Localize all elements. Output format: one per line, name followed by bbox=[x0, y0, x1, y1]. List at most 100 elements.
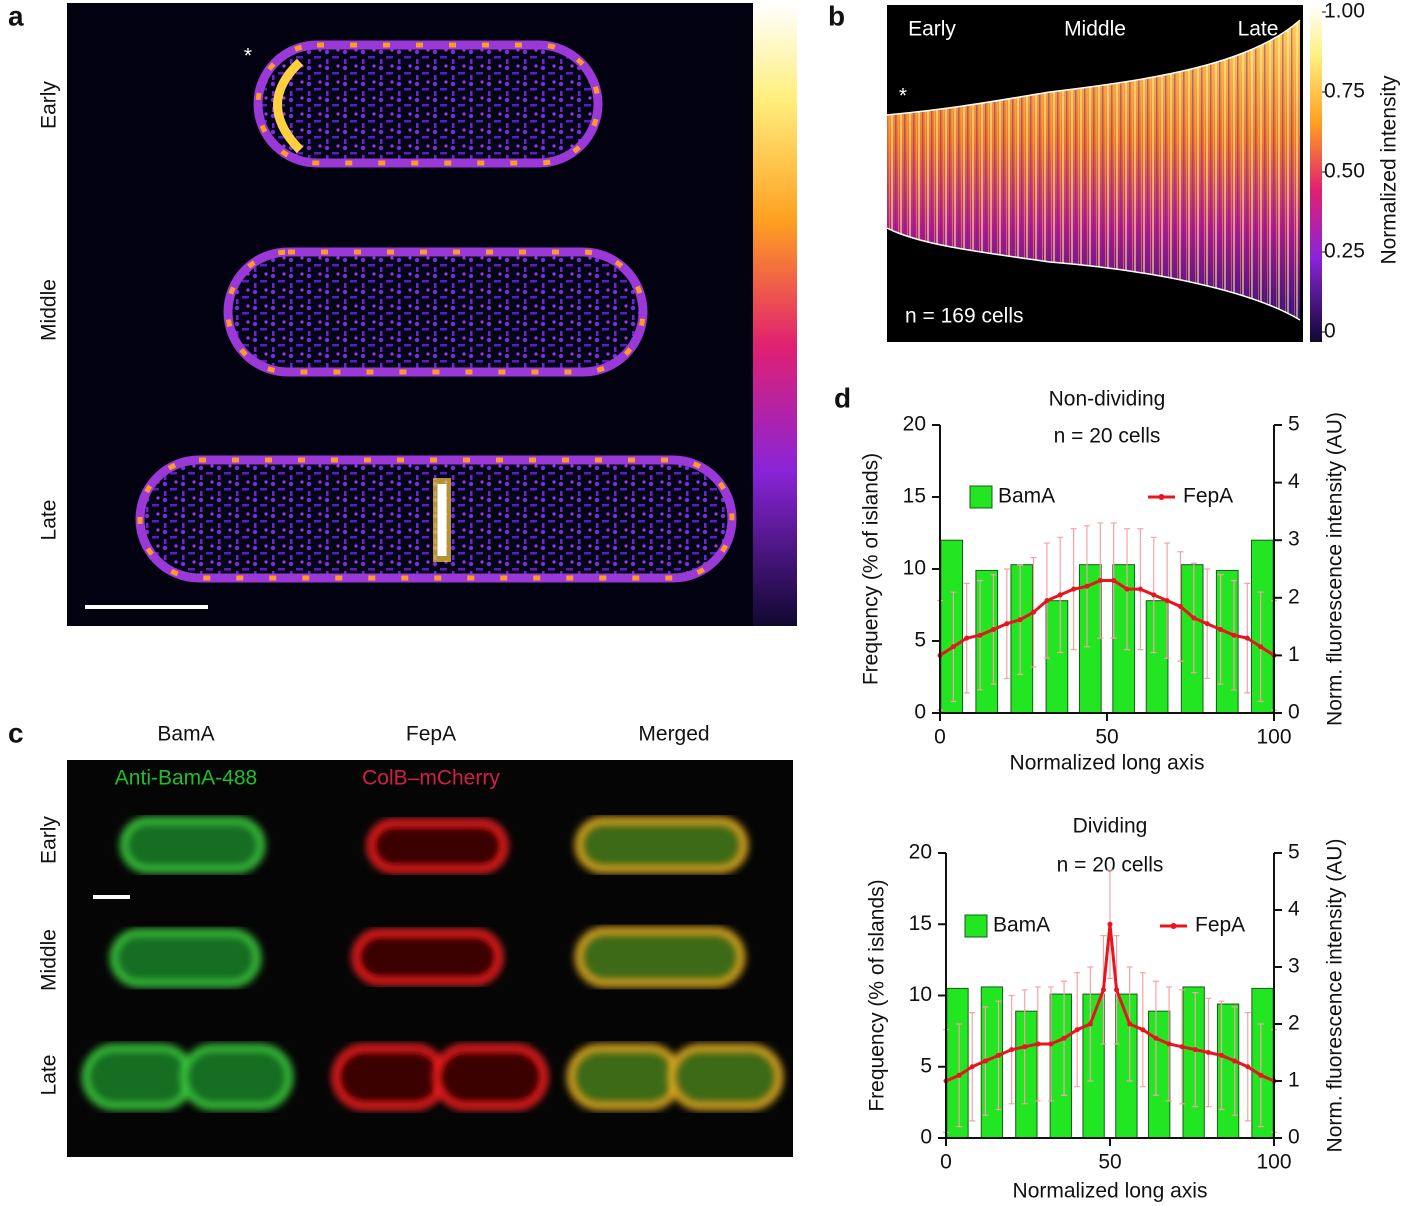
line-point bbox=[1191, 615, 1197, 621]
line-point bbox=[1151, 592, 1157, 598]
line-point bbox=[1164, 598, 1170, 604]
cell-fluorescence bbox=[120, 817, 265, 873]
x-tick-label: 100 bbox=[1256, 1151, 1291, 1174]
line-point bbox=[1004, 621, 1010, 627]
kymograph-streaks bbox=[887, 20, 1300, 320]
bar bbox=[940, 539, 964, 714]
kymograph-edge bbox=[886, 19, 1301, 116]
colorbar bbox=[1310, 5, 1322, 342]
line-point bbox=[977, 632, 983, 638]
cell-late-hotspots bbox=[137, 457, 735, 581]
panel-label: d bbox=[834, 382, 851, 413]
line-point bbox=[1166, 1041, 1172, 1047]
line-point bbox=[1061, 1035, 1067, 1041]
y2-tick-label: 5 bbox=[1288, 413, 1300, 436]
y-tick-label: 15 bbox=[909, 912, 932, 935]
line-point bbox=[982, 1058, 988, 1064]
y-tick-label: 20 bbox=[903, 413, 926, 436]
line-point bbox=[950, 644, 956, 650]
line-point bbox=[1179, 1044, 1185, 1050]
line-point bbox=[1124, 586, 1130, 592]
cell-middle bbox=[223, 247, 648, 377]
column-label: BamA bbox=[157, 723, 214, 746]
y2-axis-label: Norm. fluorescence intensity (AU) bbox=[1324, 412, 1347, 726]
bar bbox=[1010, 564, 1034, 714]
bar bbox=[1216, 1003, 1240, 1139]
line-point bbox=[1137, 586, 1143, 592]
y-tick-label: 10 bbox=[909, 983, 932, 1006]
line-point bbox=[969, 1064, 975, 1070]
row-label: Middle bbox=[38, 929, 61, 991]
bar bbox=[1049, 993, 1072, 1139]
cell-fluorescence bbox=[575, 927, 745, 987]
line-point bbox=[1258, 1072, 1264, 1078]
legend-swatch bbox=[964, 914, 988, 938]
y-axis-label: Frequency (% of islands) bbox=[860, 453, 883, 685]
y-tick-label: 5 bbox=[920, 1054, 932, 1077]
line-point bbox=[1031, 609, 1037, 615]
cell-fluorescence bbox=[433, 1044, 548, 1110]
panel-label: b bbox=[828, 0, 845, 31]
line-point bbox=[1035, 1041, 1041, 1047]
legend-label: BamA bbox=[993, 914, 1050, 937]
y-tick-label: 0 bbox=[914, 701, 926, 724]
line-point bbox=[1009, 1047, 1015, 1053]
y2-tick-label: 4 bbox=[1288, 898, 1300, 921]
y2-tick-label: 1 bbox=[1288, 1069, 1300, 1092]
y-tick-label: 15 bbox=[903, 485, 926, 508]
line-point bbox=[956, 1072, 962, 1078]
bar bbox=[975, 569, 999, 714]
y-tick-label: 0 bbox=[920, 1126, 932, 1149]
kymograph-edge bbox=[886, 227, 1301, 321]
line-point bbox=[1071, 586, 1077, 592]
chart-title: Dividing bbox=[1073, 815, 1148, 838]
y-tick-label: 5 bbox=[914, 629, 926, 652]
bar bbox=[1251, 987, 1274, 1139]
legend-label: FepA bbox=[1195, 914, 1245, 937]
chart-title: Non-dividing bbox=[1049, 388, 1166, 411]
y2-tick-label: 4 bbox=[1288, 470, 1300, 493]
cell-fluorescence bbox=[82, 1044, 195, 1110]
asterisk: * bbox=[244, 45, 252, 68]
cell-fluorescence bbox=[367, 819, 508, 873]
line-point bbox=[1107, 921, 1113, 927]
line-point bbox=[1219, 1052, 1225, 1058]
row-label: Early bbox=[38, 81, 61, 129]
legend-label: BamA bbox=[998, 485, 1055, 508]
x-tick-label: 0 bbox=[940, 1151, 952, 1174]
y-tick-label: 20 bbox=[909, 841, 932, 864]
x-tick-label: 50 bbox=[1095, 726, 1118, 749]
row-label: Middle bbox=[38, 279, 61, 341]
line-point bbox=[1231, 632, 1237, 638]
line-point bbox=[1057, 592, 1063, 598]
colorbar-tick-label: 0.75 bbox=[1324, 80, 1365, 103]
channel-label: Anti-BamA-488 bbox=[115, 767, 257, 790]
x-tick-label: 0 bbox=[934, 726, 946, 749]
colorbar bbox=[753, 3, 797, 626]
line-point bbox=[1074, 1027, 1080, 1033]
x-axis-label: Normalized long axis bbox=[1010, 752, 1205, 775]
line-point bbox=[1100, 987, 1106, 993]
row-label: Late bbox=[38, 500, 61, 541]
bar bbox=[1215, 569, 1239, 714]
cell-early bbox=[253, 40, 603, 168]
line-point bbox=[1087, 1021, 1093, 1027]
line-point bbox=[1097, 578, 1103, 584]
column-label: Merged bbox=[638, 723, 709, 746]
colorbar-tick-label: 0.25 bbox=[1324, 240, 1365, 263]
bar bbox=[1250, 539, 1274, 714]
legend-marker bbox=[1170, 923, 1177, 929]
stage-label: Late bbox=[1238, 18, 1279, 41]
colorbar-label: Normalized intensity bbox=[1378, 75, 1401, 265]
chart-subtitle: n = 20 cells bbox=[1057, 854, 1164, 877]
line-point bbox=[1245, 1064, 1251, 1070]
panel-label: c bbox=[8, 717, 24, 748]
asterisk: * bbox=[899, 85, 907, 108]
colorbar-tick-label: 0.50 bbox=[1324, 160, 1365, 183]
line-point bbox=[1084, 583, 1090, 589]
cell-middle-hotspots bbox=[225, 249, 646, 375]
stage-label: Early bbox=[908, 18, 956, 41]
line-point bbox=[1177, 603, 1183, 609]
line-point bbox=[1218, 626, 1224, 632]
